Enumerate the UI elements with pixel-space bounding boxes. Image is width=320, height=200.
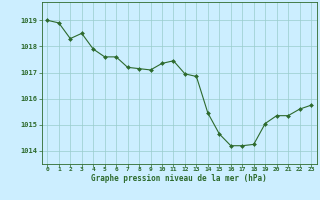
X-axis label: Graphe pression niveau de la mer (hPa): Graphe pression niveau de la mer (hPa) [91, 174, 267, 183]
